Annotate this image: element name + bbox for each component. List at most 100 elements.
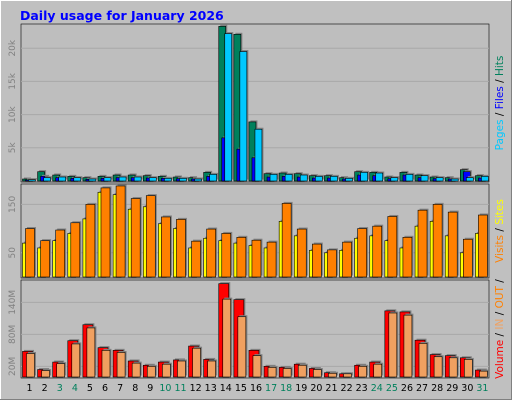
bar-visits-day-3 [55,229,65,278]
bar-out-day-20 [313,369,322,378]
bar-out-day-4 [71,343,81,378]
bar-out-day-27 [418,343,428,378]
bar-out-day-30 [464,359,473,378]
bar-visits-day-1 [25,228,35,278]
axis-legend-part: Volume [494,340,506,379]
bar-pages-day-4 [73,177,82,182]
bar-pages-day-18 [284,174,293,182]
x-tick-label-day-23: 23 [356,383,368,394]
bar-visits-day-24 [372,225,383,278]
bar-out-day-6 [101,350,111,378]
bar-visits-day-9 [145,195,156,278]
x-tick-label-day-19: 19 [295,383,307,394]
bar-out-day-2 [41,370,50,378]
bar-pages-day-15 [239,51,248,182]
panel-1-bars [22,24,490,182]
bar-pages-day-13 [209,174,217,182]
x-tick-label-day-30: 30 [461,383,473,394]
panel-3-axis-legend: Volume / IN / OUT / [494,279,506,379]
x-tick-label-day-8: 8 [132,383,138,394]
bar-pages-day-25 [390,177,399,182]
bar-pages-day-12-shadow [196,177,204,180]
x-tick-label-day-28: 28 [431,383,443,394]
bar-out-day-21 [328,372,337,378]
x-tick-label-day-14: 14 [220,383,232,394]
axis-legend-part: Hits [494,56,506,76]
bar-pages-day-14 [224,33,233,182]
panel-1: 5k 10k 15k 20k Pages / Files / Hits [8,23,506,183]
panel-2-axis-legend: Visits / Sites [494,199,506,263]
bar-pages-day-29 [450,178,459,182]
bar-out-day-5 [86,327,96,378]
x-tick-label-day-13: 13 [205,383,217,394]
bar-pages-day-28 [435,177,444,182]
bar-pages-day-24 [375,172,384,182]
panel-2-bars [22,184,489,278]
x-tick-label-day-29: 29 [446,383,458,394]
y-tick-label: 15k [8,72,18,89]
bar-visits-day-20 [312,243,322,278]
bar-pages-day-5-shadow [90,177,98,180]
bar-pages-day-1-shadow [30,178,37,180]
y-tick-label: 20k [8,39,18,56]
axis-legend-part: Files [494,86,506,109]
bar-out-day-11 [177,360,186,378]
x-tick-label-day-15: 15 [235,383,247,394]
bar-out-day-23 [358,366,367,378]
x-tick-label-day-31: 31 [476,383,488,394]
y-tick-label: 10k [8,106,18,123]
bar-visits-day-18 [281,203,292,278]
bar-pages-day-16 [254,128,263,182]
x-tick-label-day-2: 2 [42,383,48,394]
axis-legend-part: / [494,76,506,86]
bar-out-day-12 [192,347,201,378]
bar-pages-day-1 [28,179,36,182]
bar-visits-day-26 [402,236,413,278]
bar-visits-day-21 [327,249,337,278]
bar-pages-day-5 [88,178,97,182]
bar-out-day-1 [26,353,35,378]
bar-out-day-15 [237,316,247,378]
y-tick-label: 150 [8,196,18,213]
bar-pages-day-12 [194,178,202,182]
x-tick-label-day-26: 26 [401,383,413,394]
x-tick-label-day-25: 25 [386,383,398,394]
bar-out-day-13 [207,360,216,378]
x-tick-label-day-16: 16 [250,383,262,394]
bar-visits-day-31 [478,214,488,278]
bar-pages-day-2 [43,177,51,182]
bar-visits-day-2 [40,240,50,278]
bar-pages-day-23 [360,172,368,182]
bar-out-day-18 [282,368,292,378]
axis-legend-part: IN [494,319,506,330]
x-tick-label-day-10: 10 [159,383,171,394]
bar-visits-day-22 [342,241,352,278]
bar-visits-day-5 [85,204,96,278]
bar-visits-day-8 [130,198,141,278]
y-tick-label: 50 [8,247,18,259]
x-tick-label-day-5: 5 [87,383,93,394]
x-tick-label-day-1: 1 [27,383,33,394]
bar-out-day-16 [252,355,262,378]
bar-pages-day-21 [330,176,338,182]
bar-pages-day-9 [148,177,157,182]
bar-visits-day-29 [447,211,458,278]
x-tick-label-day-3: 3 [57,383,63,394]
bar-visits-day-14 [221,233,232,278]
bar-pages-day-19 [299,174,308,182]
bar-visits-day-6 [100,187,111,278]
bar-visits-day-30 [463,238,473,278]
bar-out-day-24 [373,363,383,378]
x-tick-label-day-20: 20 [310,383,322,394]
panel-1-axis-legend: Pages / Files / Hits [494,56,506,151]
panel-3: 20M 80M 140M Volume / IN / OUT / [8,279,506,379]
x-tick-label-day-12: 12 [190,383,202,394]
bar-visits-day-27 [417,209,428,278]
bar-out-day-10 [162,363,171,378]
bar-visits-day-12 [191,240,201,278]
bar-out-day-17 [267,367,277,378]
bar-pages-day-31 [481,176,489,182]
x-tick-label-day-9: 9 [147,383,153,394]
bar-out-day-22 [343,373,352,378]
